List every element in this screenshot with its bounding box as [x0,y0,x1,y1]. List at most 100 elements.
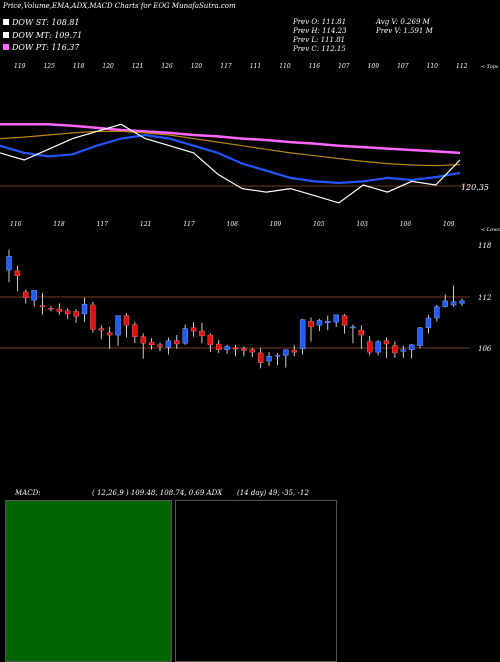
candle-body [140,336,146,344]
low-pivot-label: 121 [139,221,152,228]
top-pivot-label: 109 [367,63,380,70]
candle-body [291,350,297,353]
candle-body [308,321,314,328]
top-pivot-label: 121 [131,63,144,70]
candle-body [39,305,46,308]
low-pivot-label: 106 [399,221,412,228]
ema-chart [0,123,470,204]
candle-body [14,270,21,276]
price-axis-label: 112 [478,294,492,302]
candle-body [241,348,247,351]
low-pivot-label: 109 [269,221,282,228]
top-pivot-label: 111 [249,63,262,70]
tops-label: < Tops [481,64,499,70]
candle-body [266,355,272,362]
adx-panel [175,500,337,662]
ema-series-line [0,123,461,204]
chart-title: Price,Volume,EMA,ADX,MACD Charts for EOG… [3,2,236,10]
top-pivot-label: 116 [308,63,321,70]
top-pivot-label: 126 [161,63,173,70]
top-pivot-label: 119 [14,63,26,70]
candle-body [207,334,214,346]
candle-body [434,306,440,319]
candle-body [341,315,348,326]
candle-body [106,332,113,336]
prev-open: Prev O: 111.81 [293,18,347,26]
prev-volume: Prev V: 1.591 M [376,27,433,35]
candle-body [31,290,37,301]
low-pivot-label: 109 [443,221,455,228]
candle-body [350,326,356,329]
macd-title: MACD: [15,489,41,497]
candle-body [65,310,71,315]
candle-body [232,347,239,350]
low-pivot-label: 103 [356,221,368,228]
prev-high: Prev H: 114.23 [293,27,347,35]
adx-values: (14 day) 49, -35, -12 [237,489,309,497]
candle-body [375,341,381,353]
low-pivot-label: 118 [53,221,65,228]
candle-body [148,342,155,346]
candle-body [90,304,96,330]
top-pivot-label: 120 [190,63,203,70]
candle-body [157,344,163,347]
candle-body [325,321,331,324]
candle-body [257,352,264,363]
macd-values: ( 12,26,9 ) 109.48, 108.74, 0.69 ADX [92,489,223,497]
macd-panel [5,500,172,662]
top-pivot-label: 110 [279,63,291,70]
prev-low: Prev L: 111.81 [293,36,346,44]
candle-body [358,329,365,336]
candle-body [274,355,281,357]
candle-body [174,340,180,345]
candle-body [299,319,306,350]
low-pivot-label: 108 [226,221,238,228]
candle-body [249,349,255,353]
top-pivot-label: 107 [338,63,350,70]
candle-body [56,308,63,312]
top-pivot-label: 118 [72,63,85,70]
legend-swatch-mt [3,32,9,38]
legend-swatch-pt [3,44,9,50]
low-pivot-label: 117 [183,221,195,228]
lows-label: < Lows [481,227,500,233]
candle-body [392,345,398,354]
candle-body [425,317,432,328]
price-axis-label: 118 [478,242,492,250]
candle-body [132,324,138,337]
candle-body [408,344,415,350]
candle-body [48,308,54,310]
candle-body [450,301,457,306]
candle-body [98,328,104,331]
dow-mt-legend: DOW MT: 109.71 [3,32,82,40]
candle-body [216,343,222,350]
top-pivot-label: 112 [456,63,468,70]
top-pivot-label: 107 [397,63,409,70]
candle-body [367,341,373,353]
top-pivot-label: 110 [426,63,438,70]
candle-body [73,311,79,317]
candle-body [23,291,29,298]
candle-body [6,256,12,271]
candle-body [400,349,406,352]
candlestick-chart [0,249,470,369]
low-pivot-label: 117 [96,221,109,228]
dow-pt-legend: DOW PT: 116.37 [3,44,79,52]
candle-body [190,327,197,332]
ema-series-line [0,123,461,155]
candle-body [165,340,172,348]
ema-series-line [0,130,461,167]
candle-body [115,315,121,336]
avg-volume: Avg V: 0.269 M [376,18,430,26]
candle-body [459,300,465,304]
low-pivot-label: 105 [313,221,325,228]
candle-body [81,303,88,315]
candle-body [333,314,339,323]
candle-body [182,328,188,344]
top-pivot-label: 120 [102,63,114,70]
candle-body [283,349,289,356]
candle-body [316,320,323,326]
candle-body [123,315,130,326]
top-pivot-label: 117 [220,63,232,70]
candle-body [383,340,390,345]
